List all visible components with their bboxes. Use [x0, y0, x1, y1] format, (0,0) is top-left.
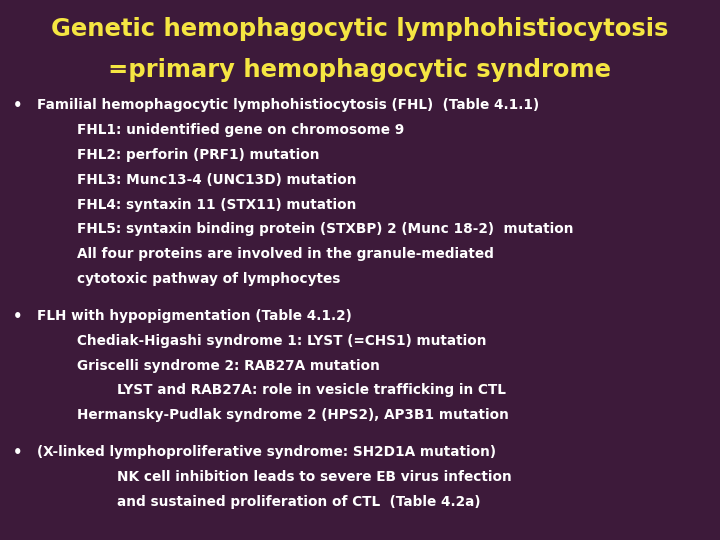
Text: Genetic hemophagocytic lymphohistiocytosis: Genetic hemophagocytic lymphohistiocytos… — [51, 17, 669, 41]
Text: All four proteins are involved in the granule-mediated: All four proteins are involved in the gr… — [77, 247, 494, 261]
Text: FHL3: Munc13-4 (UNC13D) mutation: FHL3: Munc13-4 (UNC13D) mutation — [77, 173, 356, 187]
Text: •: • — [13, 98, 22, 113]
Text: cytotoxic pathway of lymphocytes: cytotoxic pathway of lymphocytes — [77, 272, 341, 286]
Text: Chediak-Higashi syndrome 1: LYST (=CHS1) mutation: Chediak-Higashi syndrome 1: LYST (=CHS1)… — [77, 334, 487, 348]
Text: Familial hemophagocytic lymphohistiocytosis (FHL)  (Table 4.1.1): Familial hemophagocytic lymphohistiocyto… — [37, 98, 539, 112]
Text: LYST and RAB27A: role in vesicle trafficking in CTL: LYST and RAB27A: role in vesicle traffic… — [117, 383, 505, 397]
Text: Hermansky-Pudlak syndrome 2 (HPS2), AP3B1 mutation: Hermansky-Pudlak syndrome 2 (HPS2), AP3B… — [77, 408, 509, 422]
Text: FHL4: syntaxin 11 (STX11) mutation: FHL4: syntaxin 11 (STX11) mutation — [77, 198, 356, 212]
Text: Griscelli syndrome 2: RAB27A mutation: Griscelli syndrome 2: RAB27A mutation — [77, 359, 380, 373]
Text: FHL2: perforin (PRF1) mutation: FHL2: perforin (PRF1) mutation — [77, 148, 320, 162]
Text: FHL1: unidentified gene on chromosome 9: FHL1: unidentified gene on chromosome 9 — [77, 123, 405, 137]
Text: and sustained proliferation of CTL  (Table 4.2a): and sustained proliferation of CTL (Tabl… — [117, 495, 480, 509]
Text: FHL5: syntaxin binding protein (STXBP) 2 (Munc 18-2)  mutation: FHL5: syntaxin binding protein (STXBP) 2… — [77, 222, 574, 237]
Text: NK cell inhibition leads to severe EB virus infection: NK cell inhibition leads to severe EB vi… — [117, 470, 511, 484]
Text: (X-linked lymphoproliferative syndrome: SH2D1A mutation): (X-linked lymphoproliferative syndrome: … — [37, 445, 497, 459]
Text: FLH with hypopigmentation (Table 4.1.2): FLH with hypopigmentation (Table 4.1.2) — [37, 309, 352, 323]
Text: =primary hemophagocytic syndrome: =primary hemophagocytic syndrome — [109, 58, 611, 82]
Text: •: • — [13, 309, 22, 324]
Text: •: • — [13, 445, 22, 460]
